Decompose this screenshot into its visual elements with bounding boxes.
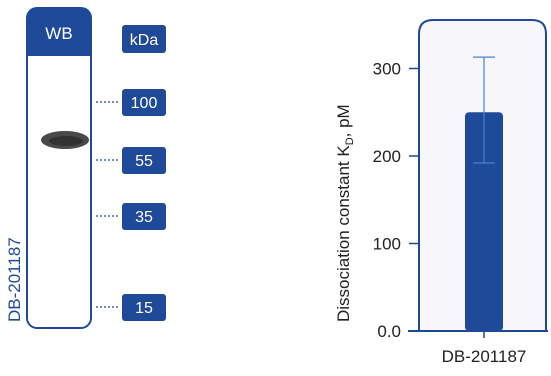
y-tick-label-0: 0.0: [377, 322, 401, 341]
ladder-marker-15: 15: [96, 294, 166, 321]
bar-db-201187: [465, 112, 503, 331]
blot-sample-label: DB-201187: [5, 237, 24, 322]
wb-header-label: WB: [45, 24, 72, 43]
ladder-label-35: 35: [135, 209, 153, 226]
kd-bar-chart: DB-201187 0.0 100 200 300 Dissociation c…: [334, 19, 548, 366]
ladder-label-15: 15: [135, 300, 153, 317]
ladder-label-100: 100: [131, 95, 158, 112]
y-axis-label: Dissociation constant KD, pM: [334, 104, 356, 322]
ladder-marker-35: 35: [96, 203, 166, 230]
western-blot-panel: WB kDa 100 55 35 15 DB-201187: [5, 7, 166, 329]
wb-header-tab: [27, 8, 91, 56]
kda-units-label: kDa: [130, 32, 159, 49]
y-axis: 0.0 100 200 300: [373, 60, 419, 341]
ladder-marker-55: 55: [96, 147, 166, 174]
y-tick-label-300: 300: [373, 60, 401, 79]
protein-band-core: [49, 136, 83, 146]
kda-units-tab: [122, 25, 166, 53]
y-tick-label-100: 100: [373, 235, 401, 254]
x-tick-label: DB-201187: [442, 347, 527, 366]
ladder-label-55: 55: [135, 153, 153, 170]
y-tick-label-200: 200: [373, 147, 401, 166]
ladder-marker-100: 100: [96, 89, 166, 116]
error-bar: [473, 56, 495, 164]
